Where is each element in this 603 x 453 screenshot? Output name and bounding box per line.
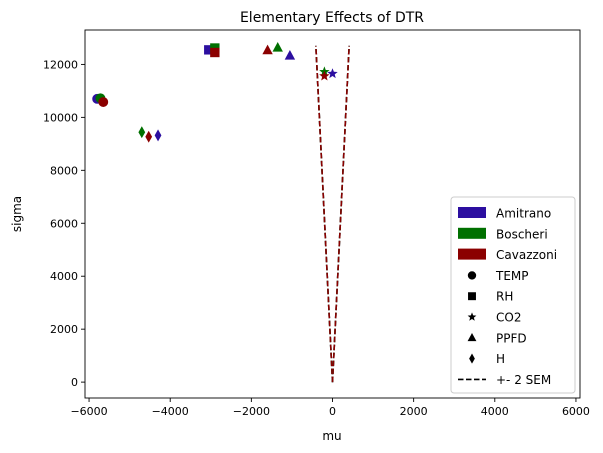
legend-swatch-cavazzoni bbox=[458, 248, 486, 260]
legend-label-sem: +- 2 SEM bbox=[496, 373, 551, 387]
point-boscheri-h bbox=[138, 126, 146, 139]
legend-swatch-boscheri bbox=[458, 227, 486, 239]
legend-label-boscheri: Boscheri bbox=[496, 227, 548, 241]
legend-label-amitrano: Amitrano bbox=[496, 207, 551, 221]
y-tick-label: 8000 bbox=[50, 164, 78, 177]
x-axis-ticks: −6000 −4000 −2000 0 2000 4000 6000 bbox=[70, 398, 590, 418]
y-tick-label: 4000 bbox=[50, 270, 78, 283]
sem-line-left-cavazzoni bbox=[315, 45, 334, 383]
point-boscheri-ppfd bbox=[272, 42, 283, 52]
x-tick-label: −6000 bbox=[70, 405, 107, 418]
y-tick-label: 6000 bbox=[50, 217, 78, 230]
sem-lines bbox=[315, 45, 350, 383]
x-axis-label: mu bbox=[322, 429, 341, 443]
point-amitrano-ppfd bbox=[284, 49, 296, 60]
legend-marker-temp bbox=[467, 271, 477, 280]
point-cavazzoni-temp bbox=[98, 97, 109, 107]
legend: Amitrano Boscheri Cavazzoni TEMP RH CO2 PPFD H +… bbox=[450, 196, 576, 394]
point-amitrano-h bbox=[154, 129, 162, 142]
y-axis-label: sigma bbox=[10, 196, 24, 232]
legend-label-h: H bbox=[496, 352, 505, 366]
y-tick-label: 2000 bbox=[50, 323, 78, 336]
legend-label-cavazzoni: Cavazzoni bbox=[496, 248, 557, 262]
legend-marker-h bbox=[469, 353, 475, 364]
legend-box bbox=[450, 196, 576, 394]
sem-line-right-cavazzoni bbox=[331, 45, 350, 383]
x-tick-label: −4000 bbox=[152, 405, 189, 418]
point-cavazzoni-h bbox=[145, 130, 153, 143]
legend-marker-rh bbox=[468, 292, 476, 301]
legend-swatch-amitrano bbox=[458, 207, 486, 218]
data-points bbox=[92, 42, 338, 143]
x-tick-label: 6000 bbox=[562, 405, 590, 418]
legend-marker-ppfd bbox=[467, 332, 477, 342]
point-amitrano-rh bbox=[204, 45, 214, 55]
y-tick-label: 10000 bbox=[43, 111, 78, 124]
x-tick-label: 4000 bbox=[481, 405, 509, 418]
legend-label-rh: RH bbox=[496, 290, 513, 304]
chart-title: Elementary Effects of DTR bbox=[240, 10, 424, 26]
x-tick-label: 2000 bbox=[400, 405, 428, 418]
x-tick-label: 0 bbox=[329, 405, 336, 418]
point-cavazzoni-ppfd bbox=[262, 44, 273, 55]
point-cavazzoni-co2 bbox=[319, 70, 330, 81]
legend-label-co2: CO2 bbox=[496, 311, 521, 325]
y-tick-label: 12000 bbox=[43, 58, 78, 71]
legend-label-ppfd: PPFD bbox=[496, 331, 527, 345]
y-axis-ticks: 0 2000 4000 6000 8000 10000 12000 bbox=[43, 58, 85, 389]
point-cavazzoni-rh bbox=[210, 47, 220, 58]
x-tick-label: −2000 bbox=[233, 405, 270, 418]
point-amitrano-co2 bbox=[327, 68, 338, 79]
legend-marker-co2 bbox=[467, 312, 477, 321]
y-tick-label: 0 bbox=[71, 376, 78, 389]
legend-label-temp: TEMP bbox=[495, 269, 529, 283]
